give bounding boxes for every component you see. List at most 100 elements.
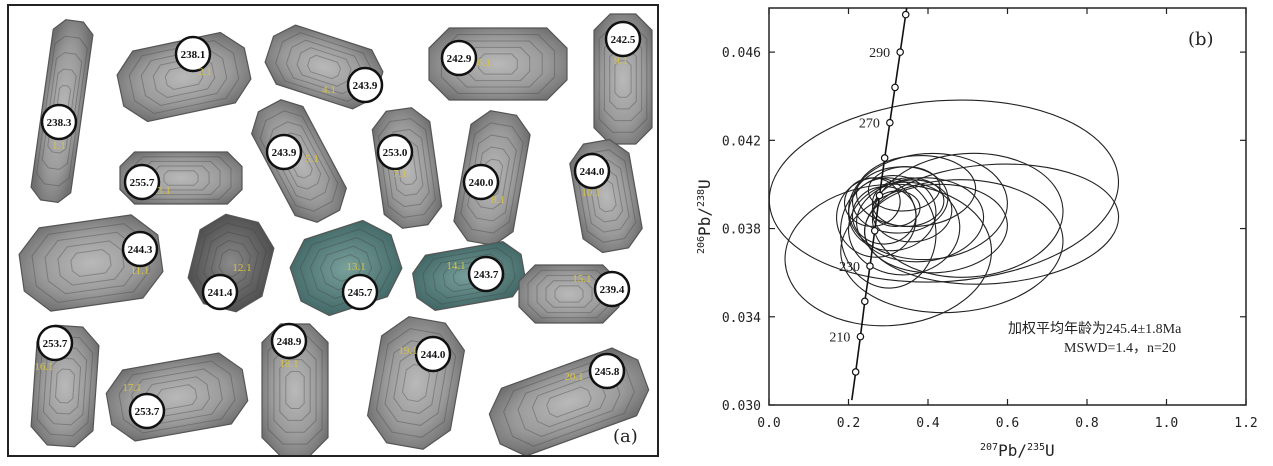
oscillatory-zoning — [163, 170, 199, 186]
age-label: 238.3 — [47, 117, 72, 129]
spot-label: 8.1 — [491, 194, 505, 206]
grain-outline — [366, 316, 466, 450]
zircon-grain: 242.5 9.1 — [593, 13, 653, 145]
concordia-age-marker — [851, 368, 860, 376]
concordia-age-label: 230 — [839, 260, 860, 275]
spot-label: 16.1 — [34, 361, 53, 373]
zircon-cl-panel: 238.3 1.1 238.1 2.1 255.7 3.1 243.9 4.1 243.9 5.1… — [7, 4, 659, 457]
x-tick-label: 0.2 — [837, 416, 860, 431]
oscillatory-zoning — [44, 231, 138, 295]
zircon-grain: 245.8 20.1 — [488, 347, 650, 455]
x-tick-label: 1.2 — [1234, 416, 1257, 431]
age-label: 239.4 — [600, 284, 625, 296]
spot-label: 6.1 — [477, 57, 491, 69]
concordia-panel: 0.0 0.2 0.4 0.6 0.8 1.0 1.2 0.030 0.034 0.038 0.04… — [680, 0, 1273, 462]
age-label: 245.7 — [348, 287, 373, 299]
zircon-grain: 238.1 2.1 — [116, 31, 252, 123]
oscillatory-zoning — [422, 247, 516, 305]
zircon-grain: 253.0 7.1 — [371, 107, 443, 229]
x-axis-title: 207Pb/235U — [980, 441, 1055, 460]
spot-label: 17.1 — [122, 382, 141, 394]
zircon-grain: 253.7 16.1 — [30, 324, 100, 448]
error-ellipse — [855, 155, 977, 228]
error-ellipse — [784, 183, 993, 327]
spot-label: 12.1 — [232, 262, 251, 274]
concordia-age-marker — [896, 48, 904, 56]
y-tick-label: 0.046 — [722, 46, 761, 61]
age-label: 255.7 — [130, 177, 155, 189]
grain-outline — [569, 138, 643, 254]
spot-label: 13.1 — [346, 261, 365, 273]
y-tick-label: 0.038 — [722, 223, 761, 238]
concordia-age-marker — [880, 154, 889, 162]
age-label: 244.0 — [580, 166, 605, 178]
zircon-grains-figure: 238.3 1.1 238.1 2.1 255.73.1 243.9 4.1 243.9 5.1… — [18, 13, 653, 455]
zircon-grain: 241.4 12.1 — [187, 213, 275, 313]
age-label: 244.0 — [421, 349, 446, 361]
concordia-age-marker — [875, 191, 884, 200]
mswd-annotation: MSWD=1.4，n=20 — [1064, 341, 1176, 356]
error-ellipse — [839, 177, 937, 289]
age-circle — [588, 352, 626, 390]
age-circle — [604, 20, 642, 58]
error-ellipse — [871, 152, 1064, 278]
y-tick-label: 0.034 — [722, 311, 761, 326]
age-circle — [414, 335, 452, 373]
oscillatory-zoning — [554, 285, 584, 303]
age-label: 240.0 — [469, 177, 494, 189]
grain-outline — [105, 352, 249, 442]
oscillatory-zoning — [588, 169, 624, 223]
age-label: 253.0 — [383, 147, 408, 159]
concordia-age-marker — [856, 332, 865, 341]
spot-label: 9.1 — [614, 55, 628, 67]
spot-label: 2.1 — [198, 66, 212, 78]
spot-label: 3.1 — [157, 185, 171, 197]
oscillatory-zoning — [218, 248, 244, 278]
error-ellipse — [871, 190, 921, 227]
grain-outline — [371, 107, 443, 229]
oscillatory-zoning — [70, 248, 112, 278]
oscillatory-zoning — [546, 386, 592, 418]
spot-label: 7.1 — [393, 168, 407, 180]
concordia-age-label: 290 — [869, 46, 890, 61]
oscillatory-zoning — [47, 68, 77, 154]
y-axis-title: 206Pb/238U — [695, 179, 714, 254]
x-tick-label: 0.4 — [916, 416, 940, 431]
panel-a-label: (a) — [613, 426, 638, 447]
age-label: 253.7 — [43, 338, 68, 350]
concordia-age-marker — [860, 297, 869, 306]
y-tick-label: 0.030 — [722, 399, 761, 414]
oscillatory-zoning — [467, 134, 517, 222]
concordia-age-label: 270 — [859, 117, 880, 132]
age-label: 243.9 — [272, 147, 297, 159]
concordia-age-marker — [891, 83, 899, 92]
spot-label: 11.1 — [131, 265, 150, 277]
oscillatory-zoning — [478, 53, 518, 75]
concordia-age-marker — [901, 10, 910, 19]
age-circle — [440, 39, 478, 77]
zircon-grain: 253.7 17.1 — [105, 352, 249, 442]
zircon-grain: 243.9 4.1 — [264, 24, 384, 110]
age-circle — [346, 66, 384, 104]
spot-label: 19.1 — [398, 345, 417, 357]
error-ellipse — [769, 99, 1120, 283]
concordia-age-label: 210 — [829, 331, 850, 346]
oscillatory-zoning — [575, 149, 637, 243]
oscillatory-zoning — [460, 122, 524, 234]
oscillatory-zoning — [54, 368, 76, 404]
grain-outline — [116, 31, 252, 123]
oscillatory-zoning — [267, 335, 323, 445]
zircon-grain: 244.0 10.1 — [569, 138, 643, 254]
age-label: 242.5 — [611, 34, 636, 46]
oscillatory-zoning — [614, 60, 632, 98]
error-ellipse — [843, 177, 901, 227]
age-circle — [593, 270, 631, 308]
age-label: 245.8 — [595, 366, 620, 378]
age-label: 248.9 — [277, 336, 302, 348]
oscillatory-zoning — [285, 39, 363, 95]
oscillatory-zoning — [545, 280, 593, 308]
spot-label: 5.1 — [305, 153, 319, 165]
oscillatory-zoning — [285, 371, 305, 409]
zircon-grain: 248.9 18.1 — [261, 322, 329, 455]
panel-b-label: (b) — [1188, 29, 1214, 50]
